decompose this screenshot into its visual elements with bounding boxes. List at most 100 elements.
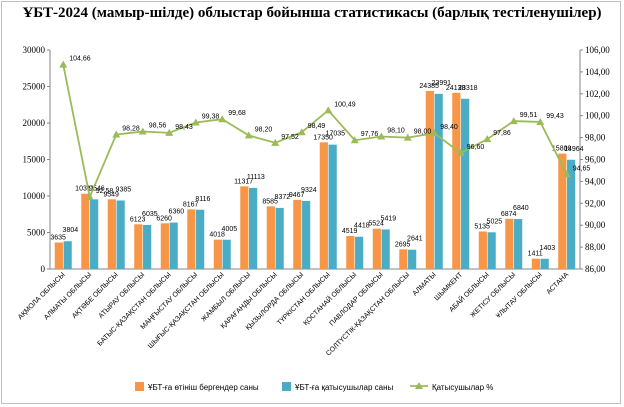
- bar-applied-label: 9467: [289, 192, 305, 199]
- bar-applied: [531, 258, 540, 269]
- bar-participants: [328, 144, 337, 269]
- bar-participants-label: 9324: [301, 187, 317, 194]
- bar-applied-label: 8585: [262, 198, 278, 205]
- category-label: АҚМОЛА ОБЛЫСЫ: [17, 271, 67, 321]
- bar-applied: [558, 153, 567, 269]
- bar-applied: [213, 239, 222, 269]
- bar-participants-label: 5419: [381, 215, 397, 222]
- bar-participants: [434, 93, 443, 270]
- category-label: АЛМАТЫ: [412, 271, 438, 297]
- bar-participants: [275, 207, 284, 269]
- pct-label: 97,86: [493, 130, 511, 137]
- pct-label: 97,52: [281, 134, 299, 141]
- bar-participants-label: 23991: [432, 80, 452, 87]
- pct-marker: [562, 170, 571, 178]
- pct-label: 97,76: [361, 131, 379, 138]
- bar-applied: [107, 199, 116, 269]
- bar-participants-label: 8372: [275, 194, 291, 201]
- y2-tick-label: 90,00: [585, 220, 606, 230]
- bar-participants-label: 6035: [142, 211, 158, 218]
- y2-tick-label: 106,00: [585, 45, 610, 55]
- legend-swatch-applied: [135, 382, 144, 391]
- pct-label: 98,43: [175, 124, 193, 131]
- bar-applied-label: 24385: [419, 83, 439, 90]
- pct-label: 92,58: [96, 188, 114, 195]
- bar-applied: [372, 228, 381, 269]
- y2-tick-label: 92,00: [585, 198, 606, 208]
- legend-marker-pct: [415, 382, 423, 389]
- category-label: ҰЛЫТАУ ОБЛЫСЫ: [495, 271, 543, 319]
- bar-participants: [381, 229, 390, 269]
- pct-label: 98,28: [122, 126, 140, 133]
- category-label: ТҮРКІСТАН ОБЛЫСЫ: [276, 271, 331, 326]
- y-tick-label: 30000: [23, 45, 46, 55]
- bar-participants: [196, 209, 205, 269]
- bar-applied-label: 4519: [342, 228, 358, 235]
- legend-label-applied: ҰБТ-ға өтініш бергендер саны: [148, 383, 259, 392]
- bar-applied-label: 15809: [552, 146, 572, 153]
- pct-label: 99,38: [202, 113, 220, 120]
- bar-applied: [266, 206, 275, 269]
- bar-participants-label: 14964: [564, 146, 584, 153]
- bar-applied-label: 6874: [501, 211, 517, 218]
- bar-participants-label: 11113: [247, 174, 265, 181]
- bar-participants-label: 4418: [354, 223, 370, 230]
- pct-label: 98,20: [255, 126, 273, 133]
- category-label: ҚОСТАНАЙ ОБЛЫСЫ: [301, 270, 358, 327]
- pct-label: 99,43: [546, 113, 564, 120]
- bar-participants: [302, 200, 311, 269]
- bar-participants-label: 5025: [487, 218, 503, 225]
- bar-applied-label: 8167: [183, 201, 199, 208]
- bar-participants: [90, 199, 99, 269]
- bar-participants-label: 17035: [326, 131, 346, 138]
- bar-applied: [187, 209, 196, 269]
- pct-label: 100,49: [334, 101, 356, 108]
- legend-label-participants: ҰБТ-ға қатысушылар саны: [295, 383, 393, 392]
- bar-applied: [81, 193, 90, 269]
- bar-applied: [346, 236, 355, 269]
- bar-applied-label: 24138: [446, 85, 466, 92]
- legend-label-pct: Қатысушылар %: [432, 383, 493, 392]
- pct-label: 98,49: [308, 123, 326, 130]
- bar-participants-label: 9385: [116, 186, 132, 193]
- pct-label: 99,51: [520, 112, 538, 119]
- y-tick-label: 20000: [23, 118, 46, 128]
- pct-marker: [403, 133, 412, 141]
- pct-marker: [456, 148, 465, 156]
- category-label: АТЫРАУ ОБЛЫСЫ: [98, 271, 147, 320]
- bar-participants-label: 2641: [407, 236, 423, 243]
- pct-marker: [297, 128, 306, 136]
- bar-participants: [408, 249, 417, 269]
- y-tick-label: 10000: [23, 191, 46, 201]
- pct-marker: [509, 117, 518, 125]
- pct-marker: [191, 118, 200, 126]
- bar-participants-label: 1403: [540, 245, 556, 252]
- legend-swatch-participants: [282, 382, 291, 391]
- bar-applied: [134, 224, 143, 269]
- bar-applied: [399, 249, 408, 269]
- pct-label: 99,68: [228, 110, 246, 117]
- pct-marker: [430, 129, 439, 137]
- category-label: АСТАНА: [546, 271, 571, 296]
- y2-tick-label: 100,00: [585, 111, 610, 121]
- pct-label: 98,10: [387, 128, 405, 135]
- bar-applied-label: 17350: [313, 134, 333, 141]
- bar-participants: [169, 222, 178, 269]
- pct-label: 98,56: [149, 122, 167, 129]
- pct-marker: [350, 136, 359, 144]
- y2-tick-label: 86,00: [585, 264, 606, 274]
- pct-marker: [112, 130, 121, 138]
- pct-marker: [536, 117, 545, 125]
- bar-applied: [425, 90, 434, 269]
- bar-applied: [293, 199, 302, 269]
- bar-participants-label: 9546: [89, 185, 105, 192]
- bar-participants: [222, 239, 231, 269]
- chart-title: ҰБТ-2024 (мамыр-шілде) облыстар бойынша …: [22, 5, 602, 21]
- category-label: ЖЕТІСУ ОБЛЫСЫ: [469, 271, 517, 319]
- bar-applied-label: 5135: [474, 224, 490, 231]
- bar-applied-label: 9549: [103, 191, 119, 198]
- bar-applied-label: 11317: [234, 178, 253, 185]
- bar-participants-label: 6360: [169, 209, 185, 216]
- pct-label: 104,66: [69, 56, 91, 63]
